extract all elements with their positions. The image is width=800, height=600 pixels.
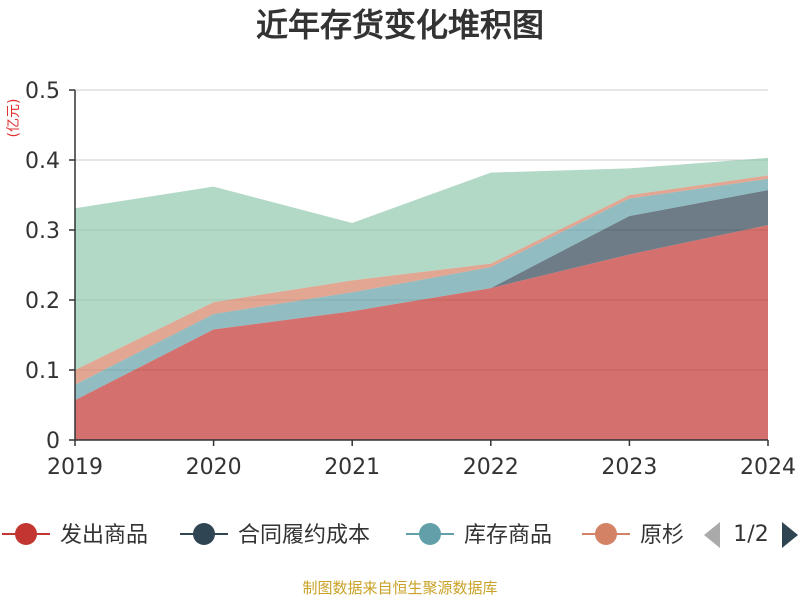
legend-marker (193, 523, 215, 545)
legend-marker (419, 523, 441, 545)
axes (69, 89, 768, 441)
y-tick-label: 0.2 (25, 289, 60, 314)
next-page-icon[interactable] (782, 522, 798, 548)
legend-item[interactable]: 原杉 (582, 523, 684, 548)
source-note: 制图数据来自恒生聚源数据库 (302, 579, 497, 597)
prev-page-icon[interactable] (704, 522, 720, 548)
legend-page-indicator: 1/2 (733, 522, 768, 547)
area-series-0 (75, 225, 768, 440)
legend-label: 合同履约成本 (238, 523, 370, 548)
y-tick-label: 0.1 (25, 359, 60, 384)
y-tick-label: 0.5 (25, 79, 60, 104)
area-series (75, 157, 768, 440)
legend-item[interactable]: 库存商品 (406, 523, 552, 548)
legend-label: 原杉 (640, 523, 684, 548)
x-tick-label: 2020 (186, 455, 242, 480)
x-tick-label: 2021 (324, 455, 380, 480)
x-tick-label: 2022 (463, 455, 519, 480)
legend-pager[interactable]: 1/2 (704, 522, 798, 548)
y-tick-label: 0 (46, 429, 60, 454)
x-tick-label: 2024 (740, 455, 796, 480)
legend: 发出商品 合同履约成本 库存商品 原杉 (2, 523, 684, 548)
legend-marker (595, 523, 617, 545)
area-series-2 (75, 178, 768, 401)
y-tick-labels: 0 0.1 0.2 0.3 0.4 0.5 (25, 79, 60, 454)
chart-title: 近年存货变化堆积图 (256, 6, 544, 44)
legend-item[interactable]: 合同履约成本 (180, 523, 370, 548)
y-tick-label: 0.3 (25, 219, 60, 244)
legend-item[interactable]: 发出商品 (2, 523, 148, 548)
legend-label: 库存商品 (464, 523, 552, 548)
area-series-1 (75, 190, 768, 401)
legend-marker (15, 523, 37, 545)
area-series-4 (75, 157, 768, 370)
x-tick-label: 2019 (47, 455, 103, 480)
y-tick-label: 0.4 (25, 149, 60, 174)
x-tick-label: 2023 (601, 455, 657, 480)
x-tick-labels: 2019 2020 2021 2022 2023 2024 (47, 440, 796, 480)
legend-label: 发出商品 (60, 523, 148, 548)
y-axis-label: (亿元) (6, 99, 22, 138)
